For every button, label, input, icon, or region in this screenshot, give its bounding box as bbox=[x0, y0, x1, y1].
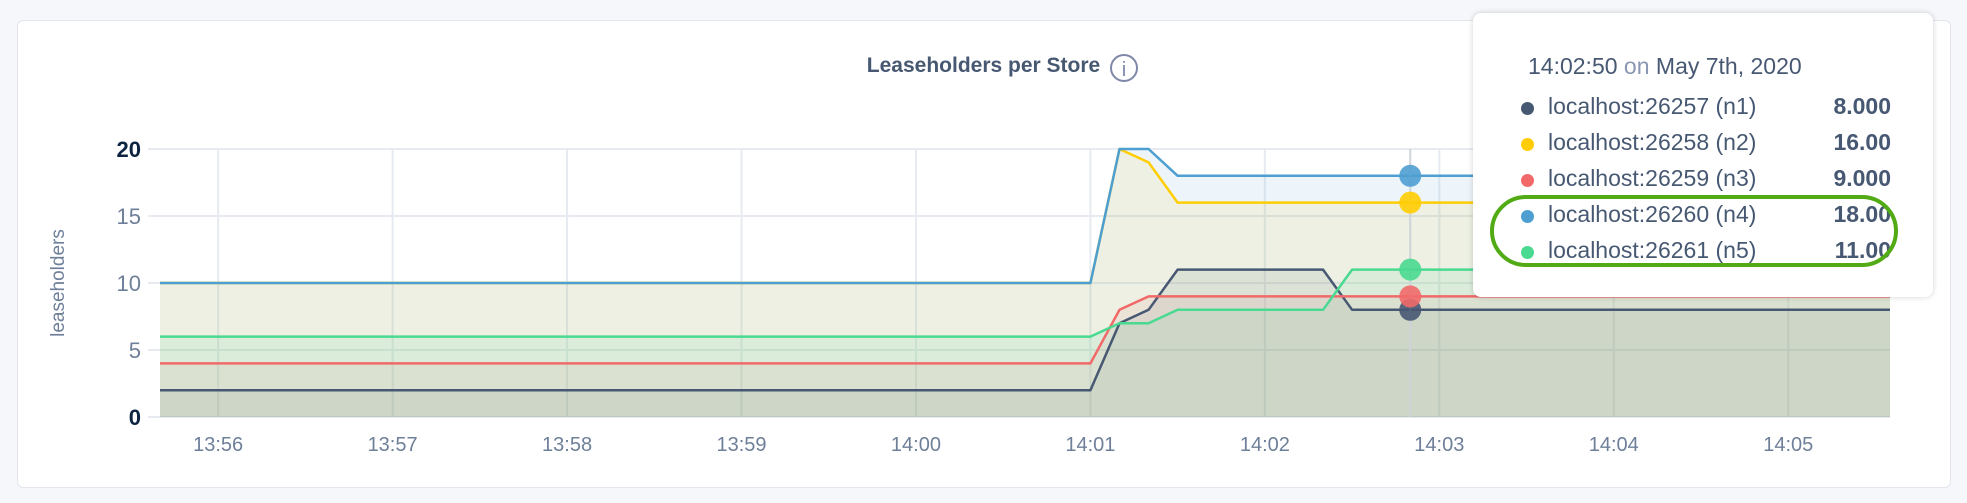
highlight-annotation bbox=[1490, 195, 1898, 267]
tooltip-series-value: 9.000 bbox=[1833, 165, 1891, 191]
x-tick-label: 14:04 bbox=[1589, 434, 1639, 456]
series-area bbox=[160, 269, 1890, 417]
tooltip-on: on bbox=[1623, 53, 1650, 79]
hover-point-marker bbox=[1399, 164, 1422, 187]
series-line bbox=[160, 268, 1890, 392]
series-area bbox=[160, 269, 1890, 417]
x-tick-label: 14:00 bbox=[891, 434, 941, 456]
series-line bbox=[160, 268, 1890, 338]
chart-title: Leaseholders per Store bbox=[866, 54, 1101, 77]
hover-point-marker bbox=[1399, 191, 1422, 214]
x-tick-label: 14:01 bbox=[1065, 434, 1115, 456]
x-tick-label: 14:05 bbox=[1763, 434, 1813, 456]
x-tick-label: 13:57 bbox=[368, 434, 418, 456]
tooltip-time: 14:02:50 bbox=[1528, 53, 1618, 79]
legend-dot-icon bbox=[1521, 138, 1534, 151]
series-line bbox=[160, 147, 1890, 285]
series-line bbox=[160, 295, 1890, 365]
legend-dot-icon bbox=[1521, 102, 1534, 115]
y-tick-label: 10 bbox=[117, 271, 141, 296]
series-area bbox=[160, 296, 1890, 417]
y-tick-label: 20 bbox=[117, 137, 141, 162]
tooltip-date: May 7th, 2020 bbox=[1655, 53, 1802, 79]
tooltip-row: localhost:26259 (n3) 9.000 bbox=[1521, 165, 1891, 195]
tooltip-timestamp: 14:02:50 on May 7th, 2020 bbox=[1528, 53, 1802, 80]
x-tick-label: 13:58 bbox=[542, 434, 592, 456]
tooltip-series-label: localhost:26257 (n1) bbox=[1548, 93, 1757, 119]
tooltip-row: localhost:26257 (n1) 8.000 bbox=[1521, 93, 1891, 123]
tooltip-series-value: 16.00 bbox=[1833, 129, 1891, 155]
x-tick-label: 13:56 bbox=[193, 434, 243, 456]
tooltip-row: localhost:26258 (n2) 16.00 bbox=[1521, 129, 1891, 159]
tooltip-series-label: localhost:26258 (n2) bbox=[1548, 129, 1757, 155]
y-tick-label: 5 bbox=[129, 338, 141, 363]
x-tick-label: 13:59 bbox=[716, 434, 766, 456]
x-tick-label: 14:03 bbox=[1414, 434, 1464, 456]
tooltip-series-label: localhost:26260 (n4) bbox=[1548, 201, 1757, 227]
x-tick-label: 14:02 bbox=[1240, 434, 1290, 456]
tooltip-series-value: 8.000 bbox=[1833, 93, 1891, 119]
hover-point-marker bbox=[1399, 285, 1422, 308]
y-axis-label: leaseholders bbox=[48, 229, 69, 337]
hover-point-marker bbox=[1399, 258, 1422, 281]
y-tick-label: 0 bbox=[129, 405, 141, 430]
legend-dot-icon bbox=[1521, 174, 1534, 187]
tooltip-series-label: localhost:26261 (n5) bbox=[1548, 237, 1757, 263]
info-icon[interactable]: i bbox=[1110, 54, 1138, 82]
y-tick-label: 15 bbox=[117, 204, 141, 229]
tooltip-series-label: localhost:26259 (n3) bbox=[1548, 165, 1757, 191]
